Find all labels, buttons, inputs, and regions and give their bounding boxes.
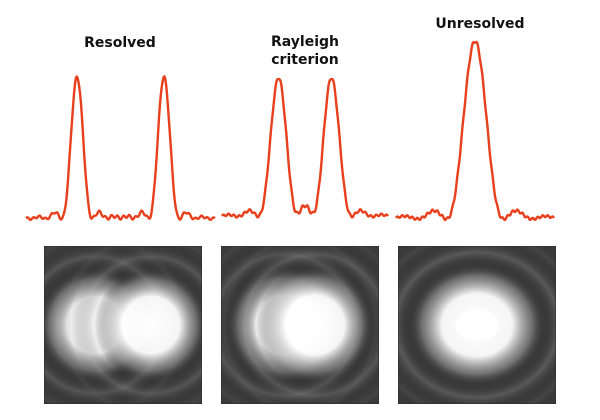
title-resolved: Resolved: [84, 35, 156, 51]
airy-core-merged: [455, 309, 499, 341]
title-rayleigh-criterion: Rayleigh criterion: [245, 33, 365, 69]
diffraction-patterns: [44, 246, 556, 404]
title-unresolved: Unresolved: [435, 16, 525, 32]
profile-curve-resolved: [25, 75, 216, 222]
airy-disk-right: [56, 246, 202, 404]
intensity-profiles: [25, 40, 555, 222]
title-rayleigh-line1: Rayleigh: [270, 34, 339, 50]
airy-disk-right: [221, 246, 379, 404]
profile-curve-unresolved: [395, 40, 555, 222]
title-rayleigh-line2: criterion: [271, 52, 339, 68]
profile-curve-rayleigh: [221, 77, 389, 219]
